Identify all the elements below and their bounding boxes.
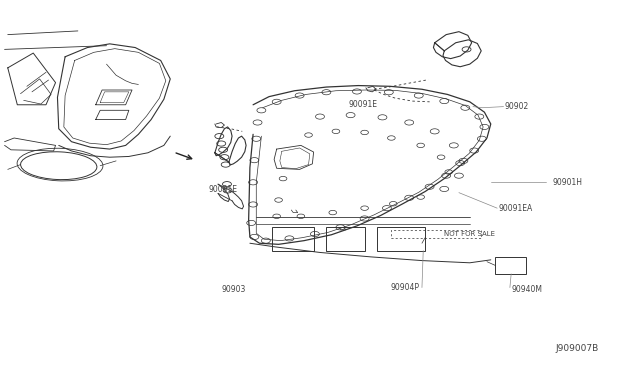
Bar bbox=[326, 227, 365, 251]
Text: 90091E: 90091E bbox=[349, 100, 378, 109]
Bar bbox=[495, 257, 526, 274]
Text: 90091EA: 90091EA bbox=[499, 203, 532, 213]
Text: 90091E: 90091E bbox=[209, 185, 237, 194]
Text: 90901H: 90901H bbox=[552, 178, 582, 187]
Text: 90904P: 90904P bbox=[390, 283, 419, 292]
Text: 90903: 90903 bbox=[221, 285, 246, 294]
Text: 90940M: 90940M bbox=[511, 285, 542, 294]
Bar bbox=[272, 227, 314, 251]
Bar bbox=[378, 227, 425, 251]
Text: 90902: 90902 bbox=[505, 102, 529, 111]
Text: J909007B: J909007B bbox=[556, 344, 599, 353]
Text: NOT FOR SALE: NOT FOR SALE bbox=[444, 231, 495, 237]
